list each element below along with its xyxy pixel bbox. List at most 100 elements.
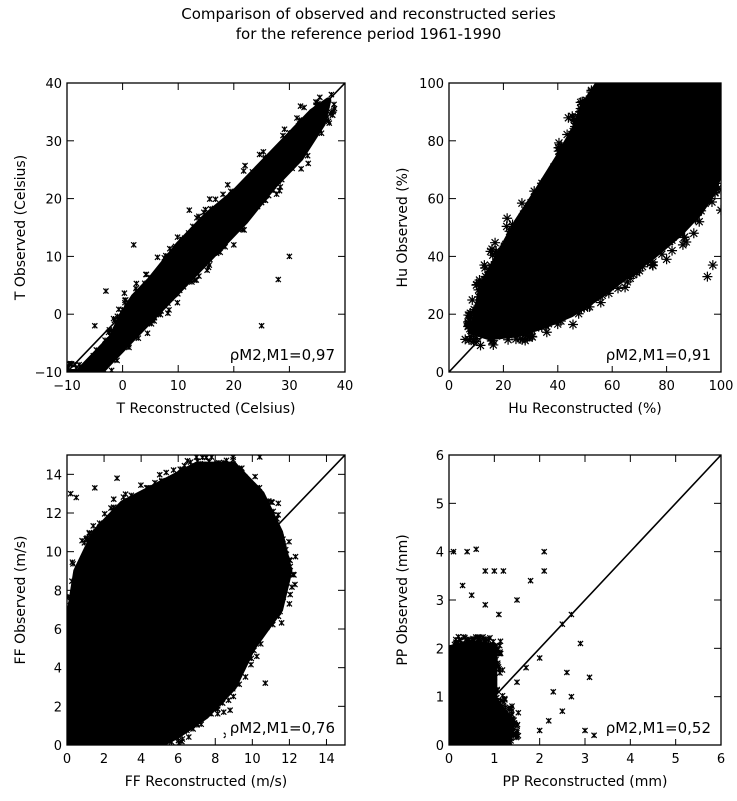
y-tick-label: 8 [54,584,62,599]
outlier-point [513,596,521,604]
data-point [146,312,153,319]
data-point [499,241,510,252]
outlier-point [86,368,93,372]
data-point [287,563,294,570]
data-point [489,274,500,285]
data-point [236,681,243,688]
outlier-point [580,297,590,308]
x-tick-label: 5 [672,752,680,767]
data-point [526,197,537,208]
data-point [174,473,181,480]
data-point [264,509,271,516]
data-point [562,147,573,158]
data-point [449,647,456,654]
data-point [250,647,257,654]
data-point [481,322,492,333]
data-point [69,559,76,566]
data-point [254,203,261,210]
data-point [248,642,255,649]
outlier-point [275,276,282,283]
outlier-point [143,484,150,491]
outlier-point [91,322,98,329]
x-tick-label: 20 [495,379,512,394]
data-point [174,726,181,733]
data-point [227,188,234,195]
outlier-point [473,291,484,302]
data-point [185,734,192,741]
data-point [206,710,213,717]
data-point [175,478,182,485]
data-point [251,486,258,493]
x-tick-label: 2 [100,752,108,767]
data-point [488,262,499,273]
data-point [203,247,210,254]
data-point [275,613,282,620]
outlier-point [563,669,570,676]
data-point [533,315,544,326]
outlier-point [586,674,593,681]
data-point [199,455,206,461]
data-point [610,266,621,277]
data-point [224,689,231,696]
data-point [279,132,286,139]
data-point [477,734,485,742]
data-point [592,283,603,294]
outlier-point [464,548,471,555]
scatter-panel-1: −10 0 10 20 30 40 −10 0 10 20 30 40 T Reconstructed … [13,77,353,417]
data-point [259,506,266,513]
data-point [465,310,476,321]
outlier-point [541,567,548,575]
data-point [122,491,129,498]
data-point [217,685,224,692]
annotation-background [601,344,715,366]
outlier-point [495,611,502,618]
data-point [71,708,78,715]
data-point [507,227,518,238]
data-point [213,250,220,257]
x-tick-label: 14 [318,752,335,767]
data-point [613,283,624,294]
data-point [698,189,709,200]
data-point [282,562,289,569]
data-point [489,708,496,715]
data-point [215,691,222,698]
data-point [475,634,483,641]
dense-point-region [467,83,721,341]
data-point [537,190,548,201]
data-point [281,126,288,133]
data-point [669,217,680,228]
x-tick-label: 0 [118,379,126,394]
data-point [462,734,469,741]
x-axis-title: FF Reconstructed (m/s) [125,774,288,790]
data-point [68,578,75,585]
data-point [151,733,158,740]
data-point [452,639,459,646]
data-point [516,198,527,209]
data-point [193,468,200,475]
data-point [124,337,131,344]
outlier-point [275,500,282,507]
data-point [460,633,467,640]
data-point [449,705,454,712]
data-point [453,715,460,722]
data-point [121,507,128,514]
data-point [154,254,161,261]
outlier-point [73,494,80,501]
data-point [144,330,151,337]
scatter-panel-3: 0 2 4 6 8 10 12 14 0 2 4 6 8 10 12 14 FF Reconstructed (… [13,454,346,790]
data-point [224,681,231,689]
data-point [284,571,291,578]
data-point [277,608,284,615]
y-tick-label: 0 [436,366,444,381]
data-point [227,465,234,472]
data-point [467,294,478,305]
data-point [537,311,548,322]
outlier-point [491,567,498,575]
data-point [702,83,713,92]
data-point [278,176,285,183]
data-point [576,303,587,314]
data-point [622,276,633,287]
data-point [581,95,592,106]
data-point [479,262,490,273]
